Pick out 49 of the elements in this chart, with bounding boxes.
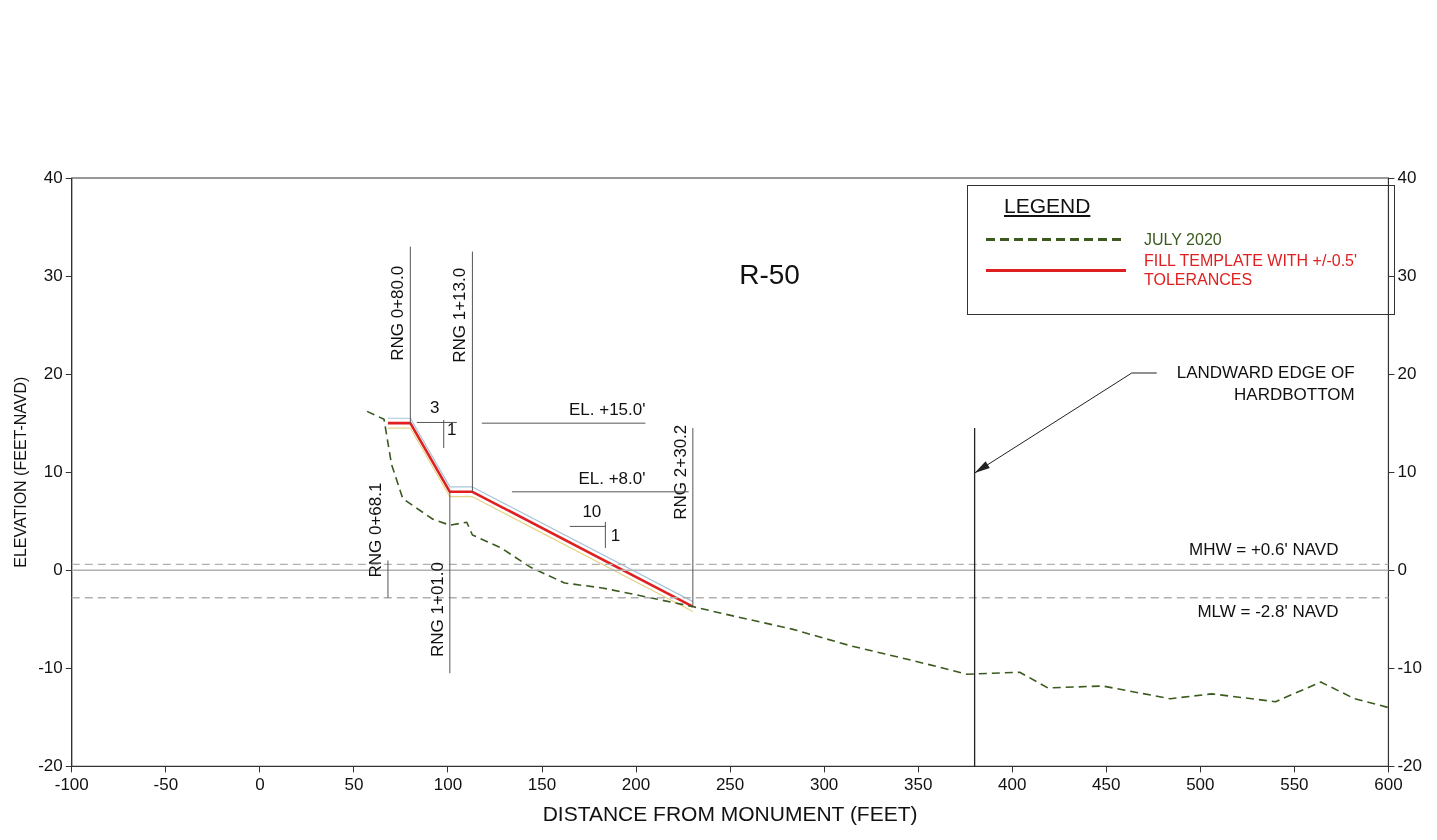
ref-line-label: LANDWARD EDGE OF HARDBOTTOM <box>1176 362 1355 404</box>
x-tick-label: 0 <box>255 775 265 795</box>
x-tick-label: 250 <box>715 775 745 795</box>
x-axis-title: DISTANCE FROM MONUMENT (FEET) <box>542 802 918 826</box>
legend-title: LEGEND <box>1004 194 1092 218</box>
y-tick-label: 10 <box>43 461 63 481</box>
x-tick-label: 450 <box>1092 775 1121 795</box>
annotation: 1 <box>610 525 621 545</box>
annotation: EL. +15.0' <box>568 400 646 420</box>
text: FILL TEMPLATE WITH +/-0.5' TOLERANCES <box>1144 251 1359 289</box>
y2-tick-label: 20 <box>1397 363 1417 383</box>
y2-tick-label: -10 <box>1397 658 1423 678</box>
annotation: RNG 1+01.0 <box>427 562 447 657</box>
y-tick-label: -20 <box>38 756 63 776</box>
annotation: RNG 0+80.0 <box>388 265 408 361</box>
annotation: RNG 1+13.0 <box>450 267 470 363</box>
annotation: 1 <box>446 419 457 439</box>
annotation: RNG 2+30.2 <box>670 424 690 520</box>
x-tick-label: 300 <box>809 775 839 795</box>
ref-line-label: MHW = +0.6' NAVD <box>1189 539 1339 559</box>
x-tick-label: 100 <box>433 775 463 795</box>
x-tick-label: 400 <box>998 775 1027 795</box>
y-tick-label: 30 <box>43 265 63 285</box>
text: JULY 2020 <box>1144 230 1223 249</box>
y-tick-label: -10 <box>38 658 63 678</box>
y-tick-label: 40 <box>43 167 63 187</box>
y-tick-label: 20 <box>43 363 63 383</box>
x-tick-label: 600 <box>1374 775 1403 795</box>
x-tick-label: 200 <box>621 775 651 795</box>
y2-tick-label: -20 <box>1397 756 1423 776</box>
text: R-50 <box>739 258 800 290</box>
annotation: 10 <box>582 502 602 522</box>
y2-tick-label: 0 <box>1397 559 1407 579</box>
y-tick-label: 0 <box>53 559 63 579</box>
x-tick-label: 150 <box>527 775 557 795</box>
y-axis-title: ELEVATION (FEET-NAVD) <box>12 376 30 568</box>
y2-tick-label: 40 <box>1397 167 1417 187</box>
x-tick-label: -50 <box>153 775 179 795</box>
annotation: 3 <box>430 398 440 418</box>
y2-tick-label: 30 <box>1397 265 1417 285</box>
x-tick-label: 550 <box>1280 775 1309 795</box>
annotation: EL. +8.0' <box>578 469 646 488</box>
x-tick-label: 50 <box>344 775 364 795</box>
x-tick-label: 500 <box>1186 775 1215 795</box>
x-tick-label: 350 <box>904 775 933 795</box>
y2-tick-label: 10 <box>1397 461 1417 481</box>
ref-line-label: MLW = -2.8' NAVD <box>1197 601 1339 621</box>
annotation: RNG 0+68.1 <box>365 482 385 578</box>
x-tick-label: -100 <box>54 775 89 795</box>
